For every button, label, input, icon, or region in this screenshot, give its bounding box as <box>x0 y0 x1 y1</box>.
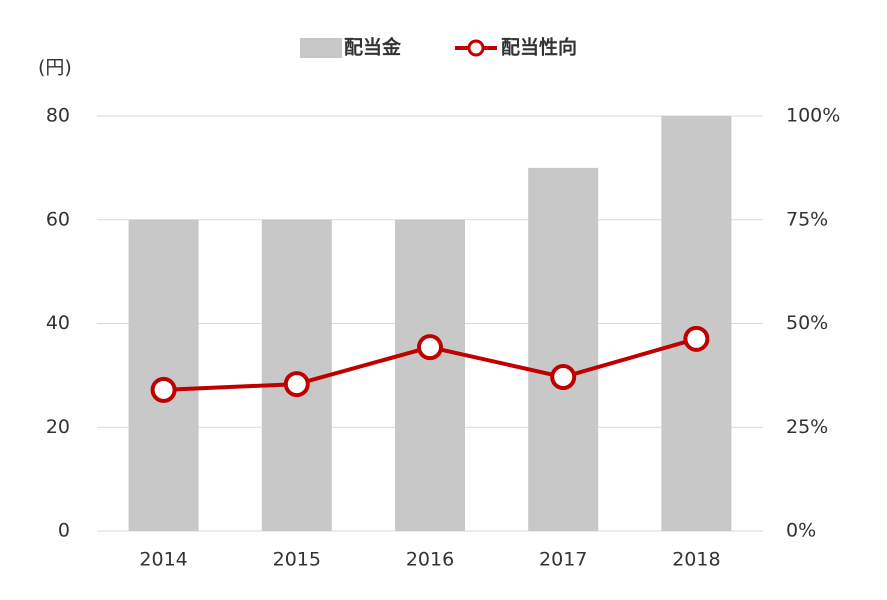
y-axis-label: (円) <box>38 57 72 79</box>
y-tick-label: 40 <box>46 312 70 334</box>
legend-marker <box>467 39 485 57</box>
legend-label: 配当性向 <box>501 36 577 59</box>
line-marker <box>417 334 443 361</box>
y2-tick-label: 100% <box>786 105 840 127</box>
x-tick-label: 2015 <box>273 549 321 571</box>
x-tick-label: 2017 <box>539 549 587 571</box>
legend-label: 配当金 <box>344 36 402 59</box>
line-marker <box>150 376 177 403</box>
y2-tick-label: 25% <box>786 416 828 438</box>
legend-swatch <box>300 38 342 58</box>
y-tick-label: 20 <box>46 416 70 438</box>
x-tick-label: 2016 <box>406 549 454 571</box>
bar <box>528 167 599 531</box>
y-tick-label: 0 <box>58 520 70 542</box>
bar <box>128 219 199 531</box>
y-tick-label: 60 <box>46 208 70 230</box>
y2-tick-label: 75% <box>786 208 828 230</box>
bar <box>661 116 732 531</box>
y-tick-label: 80 <box>46 105 70 127</box>
line-marker <box>550 364 577 391</box>
x-tick-label: 2014 <box>139 549 187 571</box>
bar <box>395 219 465 531</box>
line-marker <box>283 371 310 398</box>
y2-tick-label: 0% <box>786 520 816 542</box>
line-marker <box>683 325 710 352</box>
x-tick-label: 2018 <box>672 549 720 571</box>
y2-tick-label: 50% <box>786 312 828 334</box>
